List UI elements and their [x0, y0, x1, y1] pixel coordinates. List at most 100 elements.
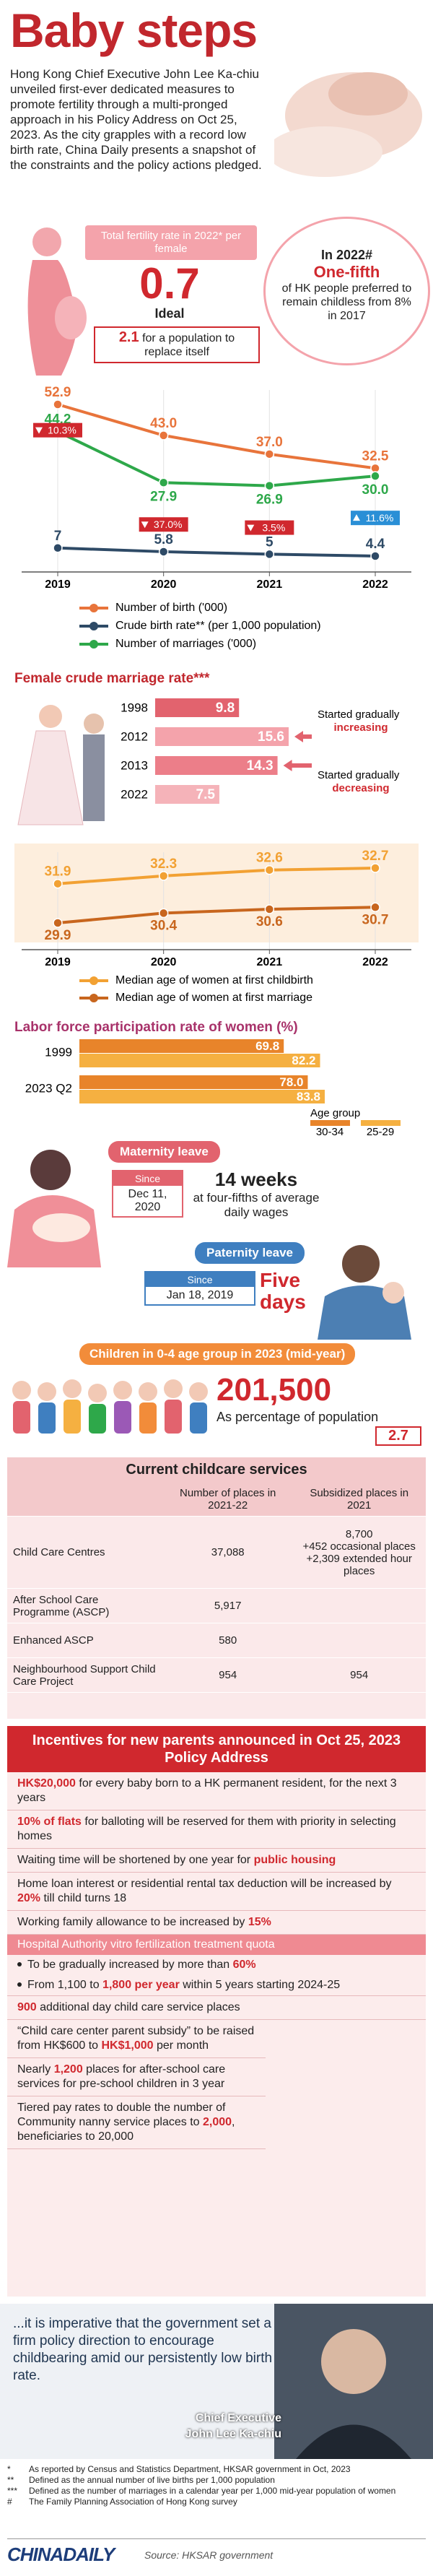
data-point — [53, 399, 63, 409]
highlight: 15% — [248, 1916, 271, 1928]
source: Source: HKSAR government — [144, 2549, 274, 2561]
incentive-item: Nearly 1,200 places for after-school car… — [7, 2058, 266, 2096]
data-label: 29.9 — [45, 928, 71, 943]
annotation-emphasis: increasing — [333, 721, 388, 734]
series-line — [57, 906, 376, 924]
data-point — [370, 551, 380, 561]
paternity-title: Paternity leave — [195, 1242, 305, 1264]
childless-year: In 2022# — [320, 248, 373, 262]
incentive-item: HK$20,000 for every baby born to a HK pe… — [7, 1772, 426, 1810]
data-label: 32.7 — [362, 849, 389, 864]
change-label: 10.3% — [48, 424, 76, 435]
legend-label: Crude birth rate** (per 1,000 population… — [115, 620, 321, 632]
header-cell: Number of places in 2021-22 — [163, 1483, 293, 1517]
x-tick-label: 2020 — [151, 956, 177, 968]
data-point — [264, 449, 275, 459]
data-point — [370, 902, 380, 913]
data-point — [264, 864, 275, 875]
data-point — [158, 430, 169, 441]
bride-dress — [17, 730, 84, 825]
data-label: 15.6 — [258, 729, 284, 745]
table-cell: 580 — [163, 1623, 293, 1658]
median-age-chart: 2019 2020 2021 2022 31.9 32.3 32.6 32.7 Median a… — [14, 844, 419, 1004]
table-row: Child Care Centres 37,088 8,700 +452 occasi… — [7, 1516, 426, 1589]
change-box — [351, 511, 400, 526]
data-label: 26.9 — [256, 493, 283, 508]
text-run: for balloting will be reserved for them … — [17, 1816, 396, 1842]
data-label: 37.0 — [256, 435, 283, 450]
data-point — [264, 480, 275, 491]
legend-marker — [89, 976, 98, 985]
table-cell: 5,917 — [163, 1588, 293, 1623]
footnote-text: Defined as the number of marriages in a … — [29, 2486, 396, 2496]
groom-suit — [83, 734, 105, 821]
footer: CHINADAILY Source: HKSAR government — [7, 2538, 426, 2570]
x-tick-label: 2022 — [362, 578, 388, 591]
maternity-text: at four-fifths of average daily wages — [193, 1191, 320, 1219]
highlight: 2,000 — [203, 2116, 232, 2128]
y-tick-label: 2023 Q2 — [25, 1081, 72, 1095]
table-cell: Neighbourhood Support Child Care Project — [7, 1657, 163, 1693]
legend-swatch — [310, 1120, 350, 1126]
data-label: 4.4 — [366, 537, 385, 552]
child-head — [382, 1282, 404, 1304]
x-tick-label: 2019 — [45, 578, 71, 591]
paternity-since: Since — [146, 1272, 254, 1287]
legend-swatch — [361, 1120, 401, 1126]
table-cell: Enhanced ASCP — [7, 1623, 163, 1658]
childless-text: of HK people preferred to remain childle… — [281, 282, 412, 322]
y-tick-label: 2013 — [121, 758, 148, 772]
highlight: 900 — [17, 2001, 37, 2013]
childless-circle: In 2022# One-fifth of HK people preferre… — [263, 217, 430, 365]
data-label: 52.9 — [45, 385, 71, 400]
sub-heading: Hospital Authority vitro fertilization t… — [7, 1935, 426, 1955]
quote-name: John Lee Ka-chiu — [185, 2428, 281, 2440]
bar — [79, 1039, 284, 1053]
legend-label: 25-29 — [367, 1126, 394, 1137]
data-label: 43.0 — [150, 416, 177, 431]
highlight: 10% of flats — [17, 1816, 82, 1828]
incentive-item: Waiting time will be shortened by one ye… — [7, 1849, 426, 1873]
data-point — [158, 908, 169, 919]
text-run: Home loan interest or residential rental… — [17, 1878, 392, 1890]
footnote-mark: # — [7, 2497, 12, 2507]
data-label: 5 — [266, 534, 274, 550]
data-point — [264, 549, 275, 560]
table-row: Neighbourhood Support Child Care Project… — [7, 1657, 426, 1693]
legend-marker — [89, 604, 98, 612]
incentive-item: 900 additional day child care service pl… — [7, 1996, 426, 2020]
series-line — [57, 403, 376, 470]
ideal-label: Ideal — [154, 306, 185, 321]
incentive-item: “Child care center parent subsidy” to be… — [7, 2020, 266, 2058]
incentive-item: Working family allowance to be increased… — [7, 1911, 426, 1935]
footnotes: * As reported by Census and Statistics De… — [7, 2464, 426, 2507]
title: Baby steps — [10, 4, 258, 57]
data-point — [370, 471, 380, 481]
text-run: Nearly — [17, 2063, 54, 2076]
text-run: Working family allowance to be increased… — [17, 1916, 248, 1928]
data-point — [53, 878, 63, 889]
incentive-item: Home loan interest or residential rental… — [7, 1873, 426, 1911]
text-run: “Child care center parent subsidy” to be… — [17, 2025, 255, 2052]
quote-role: Chief Executive — [195, 2412, 281, 2424]
change-arrow — [353, 514, 360, 521]
legend-label: Number of marriages ('000) — [115, 638, 256, 650]
incentive-item: 10% of flats for balloting will be reser… — [7, 1810, 426, 1849]
data-label: 31.9 — [45, 864, 71, 880]
change-box — [245, 520, 294, 535]
text-run: for every baby born to a HK permanent re… — [17, 1777, 397, 1804]
table-cell — [292, 1588, 426, 1623]
table-cell: Child Care Centres — [7, 1516, 163, 1589]
data-point — [53, 918, 63, 928]
highlight: 1,800 per year — [102, 1979, 180, 1991]
data-label: 30.0 — [362, 482, 389, 498]
incentives-section: Incentives for new parents announced in … — [7, 1726, 426, 2297]
highlight: 60% — [232, 1959, 256, 1971]
children-title: Children in 0-4 age group in 2023 (mid-y… — [79, 1343, 356, 1365]
data-label: 32.3 — [150, 857, 177, 872]
legend-label: 30-34 — [316, 1126, 344, 1137]
data-label: 78.0 — [279, 1075, 303, 1089]
change-arrow — [247, 524, 255, 532]
fertility-value: 0.7 — [139, 259, 200, 308]
bar — [155, 785, 219, 804]
